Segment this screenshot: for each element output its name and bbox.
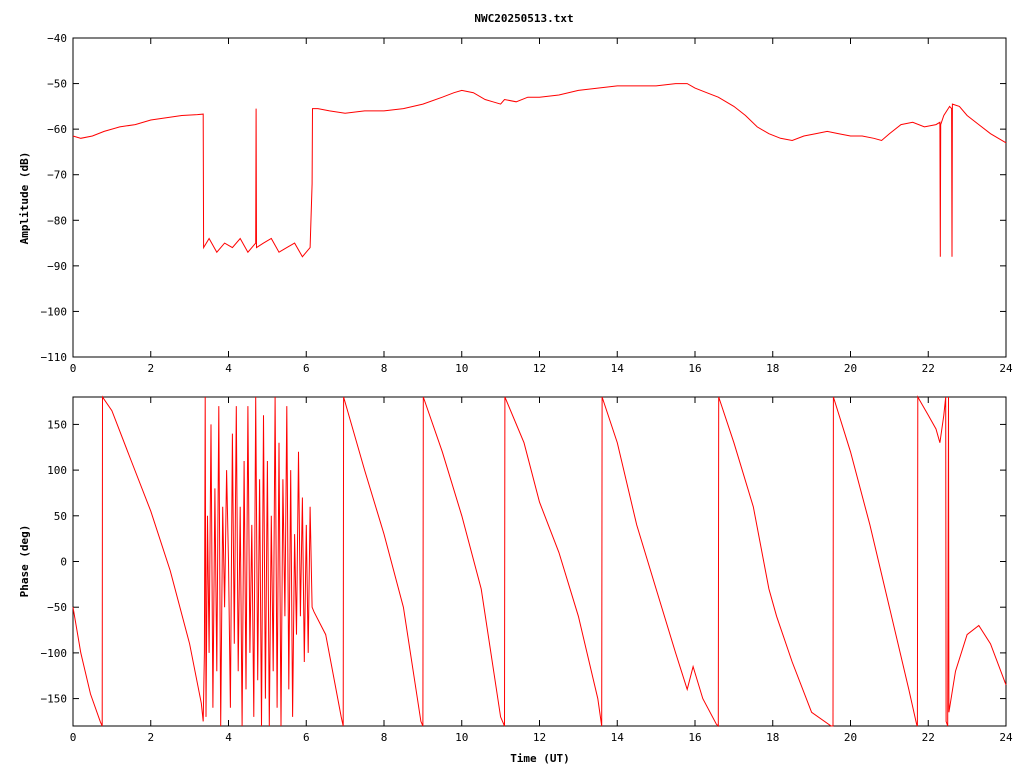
- amplitude-x-tick-label: 22: [922, 362, 935, 375]
- amplitude-x-tick-label: 24: [999, 362, 1013, 375]
- amplitude-series: [72, 83, 1007, 258]
- amplitude-ticks: 0 2 4 6 8 10 12 14 16 18 20 22 24−110−100−90−80−70−6…: [41, 32, 1013, 375]
- phase-series-line: [72, 395, 1007, 728]
- amplitude-y-tick-label: −70: [47, 169, 67, 182]
- amplitude-x-tick-label: 0: [70, 362, 77, 375]
- phase-x-tick-label: 24: [999, 731, 1013, 744]
- amplitude-y-tick-label: −60: [47, 123, 67, 136]
- phase-y-tick-label: −100: [41, 647, 68, 660]
- amplitude-y-tick-label: −50: [47, 78, 67, 91]
- phase-x-tick-label: 6: [303, 731, 310, 744]
- amplitude-x-tick-label: 10: [455, 362, 468, 375]
- amplitude-x-tick-label: 14: [611, 362, 625, 375]
- phase-y-tick-label: 50: [54, 510, 67, 523]
- phase-x-tick-label: 2: [147, 731, 154, 744]
- phase-y-tick-label: 150: [47, 418, 67, 431]
- phase-x-tick-label: 16: [688, 731, 701, 744]
- amplitude-y-tick-label: −100: [41, 305, 68, 318]
- phase-x-tick-label: 12: [533, 731, 546, 744]
- time-x-axis-label: Time (UT): [510, 752, 570, 765]
- phase-y-axis-label: Phase (deg): [18, 525, 31, 598]
- phase-y-tick-label: −50: [47, 601, 67, 614]
- amplitude-y-axis-label: Amplitude (dB): [18, 152, 31, 245]
- amplitude-x-tick-label: 12: [533, 362, 546, 375]
- amplitude-plot-frame: [72, 37, 1007, 358]
- amplitude-x-tick-label: 2: [147, 362, 154, 375]
- amplitude-y-tick-label: −110: [41, 351, 68, 364]
- phase-series: [72, 395, 1007, 728]
- phase-x-tick-label: 4: [225, 731, 232, 744]
- amplitude-y-tick-label: −80: [47, 214, 67, 227]
- phase-x-tick-label: 22: [922, 731, 935, 744]
- phase-ticks: 0 2 4 6 8 10 12 14 16 18 20 22 24−150−100−5005010015…: [41, 397, 1013, 744]
- chart-title: NWC20250513.txt: [474, 12, 573, 25]
- amplitude-series-line: [72, 83, 1007, 258]
- amplitude-x-tick-label: 20: [844, 362, 857, 375]
- phase-x-tick-label: 20: [844, 731, 857, 744]
- amplitude-x-tick-label: 4: [225, 362, 232, 375]
- phase-y-tick-label: 0: [60, 556, 67, 569]
- phase-y-tick-label: −150: [41, 693, 68, 706]
- phase-panel: Phase (deg) Time (UT) 0 2 4 6 8 10 12 14 16 18 20 2…: [18, 395, 1013, 765]
- amplitude-y-tick-label: −40: [47, 32, 67, 45]
- phase-x-tick-label: 0: [70, 731, 77, 744]
- phase-x-tick-label: 18: [766, 731, 779, 744]
- phase-x-tick-label: 8: [381, 731, 388, 744]
- phase-y-tick-label: 100: [47, 464, 67, 477]
- amplitude-x-tick-label: 18: [766, 362, 779, 375]
- phase-x-tick-label: 10: [455, 731, 468, 744]
- amplitude-panel: Amplitude (dB) 0 2 4 6 8 10 12 14 16 18 20 22 24−110…: [18, 32, 1013, 375]
- amplitude-x-tick-label: 16: [688, 362, 701, 375]
- amplitude-x-tick-label: 8: [381, 362, 388, 375]
- amplitude-x-tick-label: 6: [303, 362, 310, 375]
- phase-x-tick-label: 14: [611, 731, 625, 744]
- amplitude-y-tick-label: −90: [47, 260, 67, 273]
